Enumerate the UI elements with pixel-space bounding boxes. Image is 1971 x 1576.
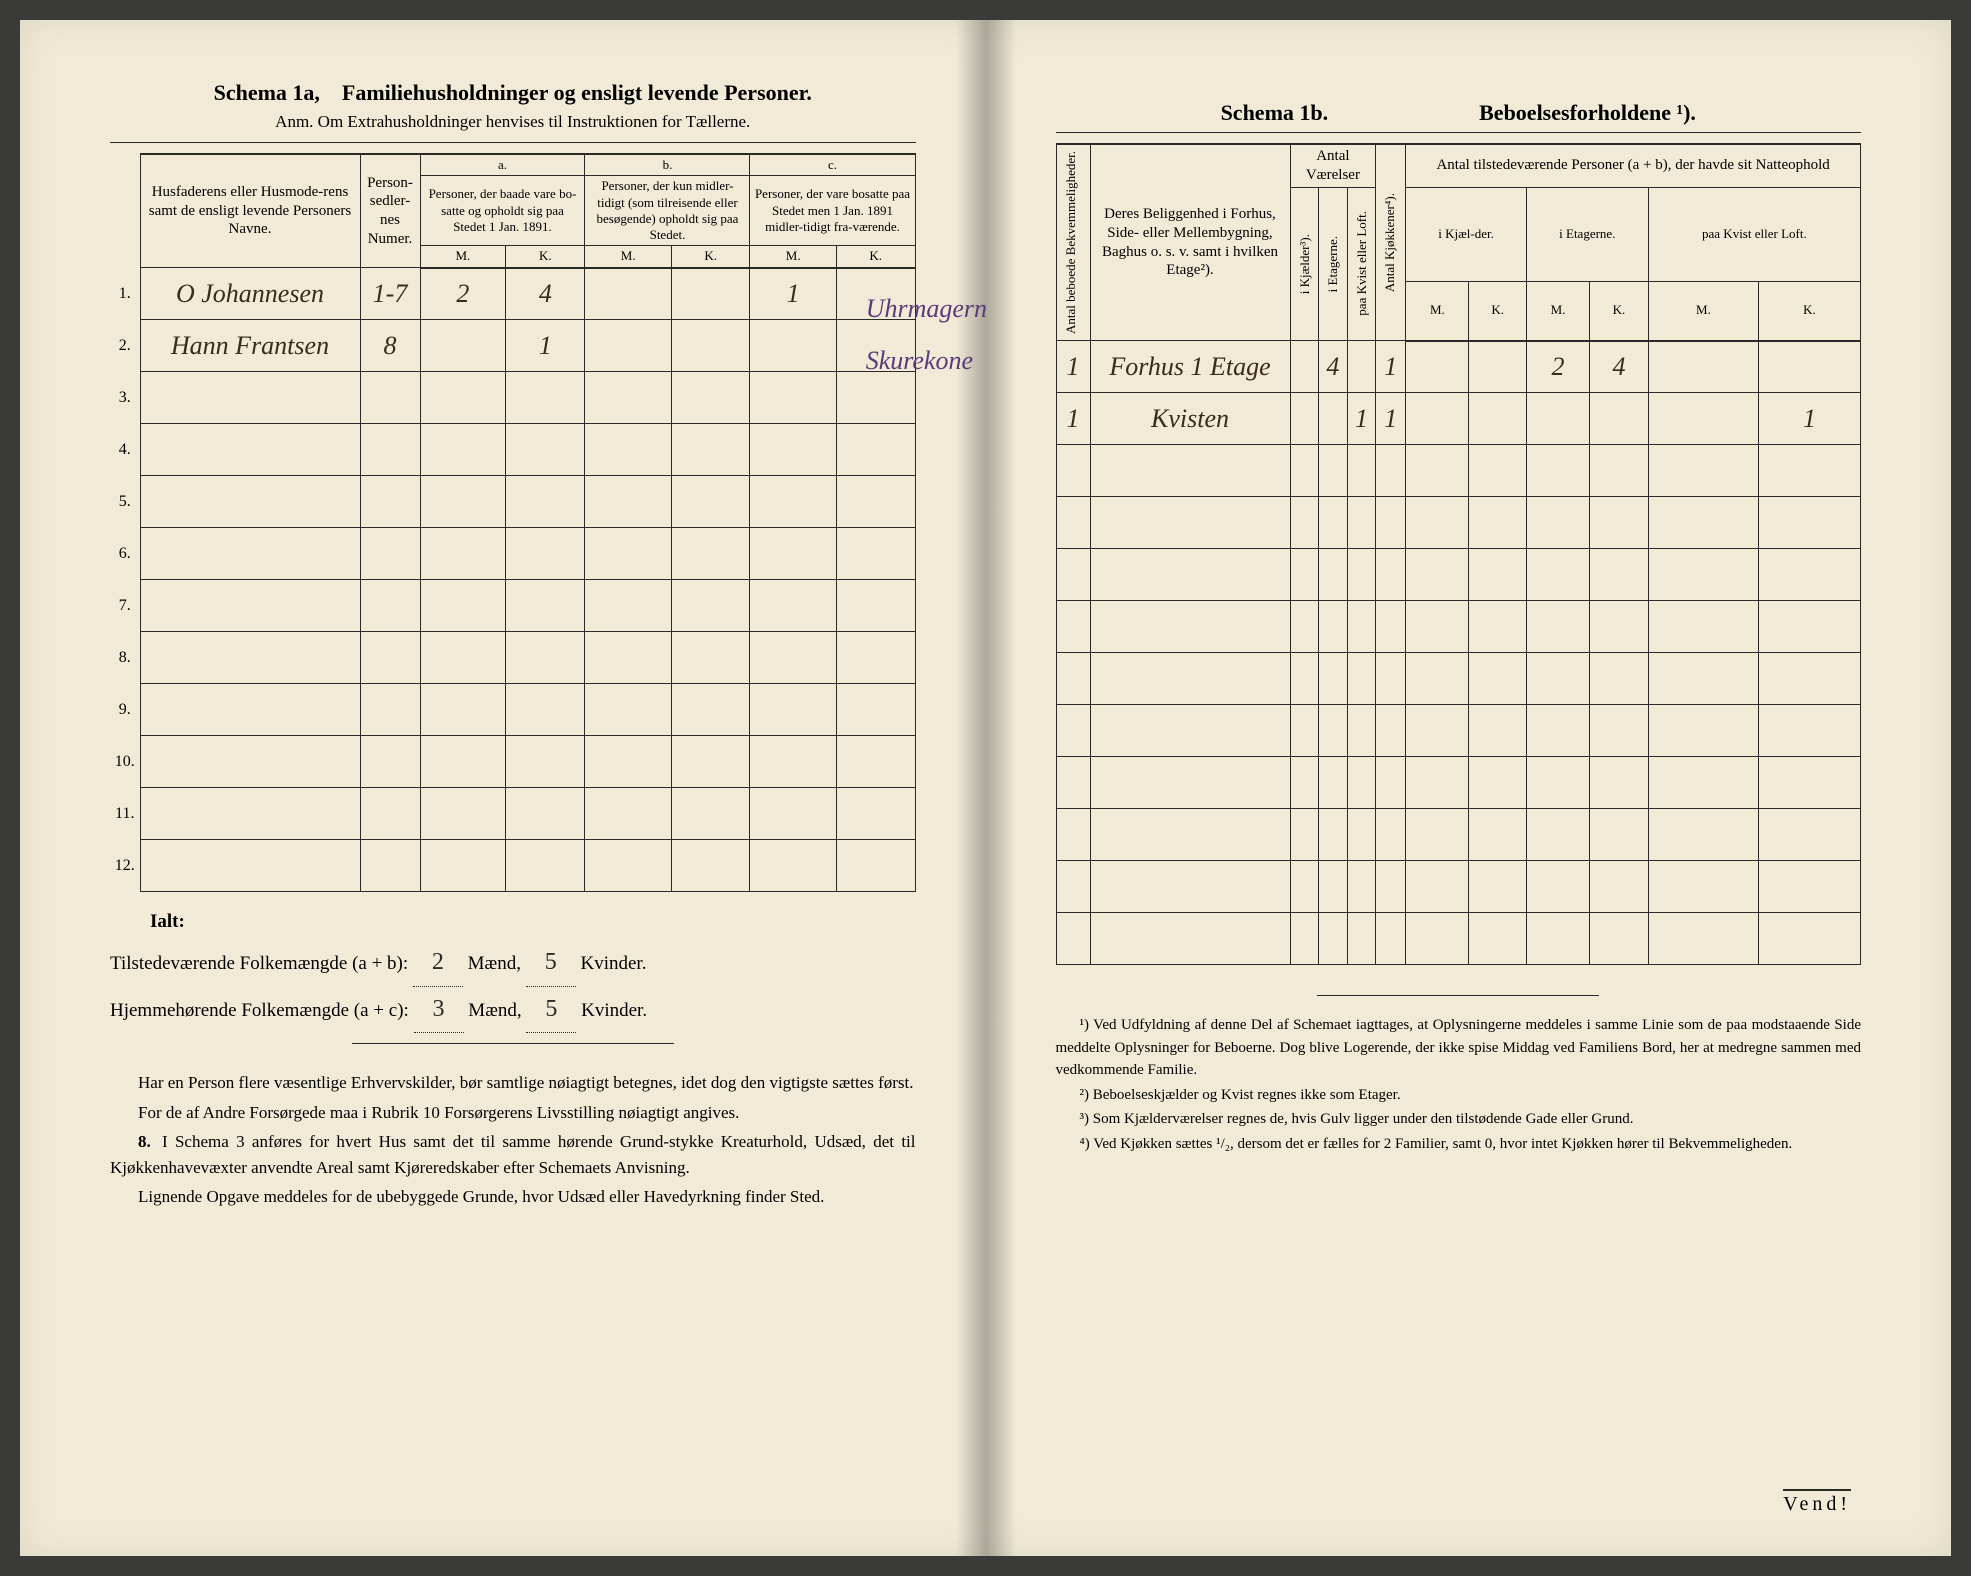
tot2-k: 5: [526, 987, 576, 1034]
footnotes: ¹) Ved Udfyldning af denne Del af Schema…: [1056, 995, 1862, 1155]
table-row: 4.: [110, 424, 915, 476]
fn1: ¹) Ved Udfyldning af denne Del af Schema…: [1056, 1014, 1862, 1082]
fn4: ⁴) Ved Kjøkken sættes ¹/₂, dersom det er…: [1056, 1133, 1862, 1156]
table-row: 1 Kvisten 1 1 1: [1056, 393, 1861, 445]
right-title: Schema 1b. Beboelsesforholdene ¹).: [1056, 100, 1862, 126]
fn2: ²) Beboelseskjælder og Kvist regnes ikke…: [1056, 1084, 1862, 1107]
divider: [110, 142, 916, 143]
table-row: 2. Hann Frantsen 8 1 Skurekone: [110, 320, 915, 372]
table-row: 12.: [110, 840, 915, 892]
right-title-text: Beboelsesforholdene ¹).: [1479, 100, 1696, 125]
table-row: [1056, 549, 1861, 601]
table-row: 3.: [110, 372, 915, 424]
table-row: 11.: [110, 788, 915, 840]
col-a-text: Personer, der baade vare bo-satte og oph…: [420, 176, 585, 246]
table-row: 10.: [110, 736, 915, 788]
book-spread: Schema 1a, Familiehusholdninger og ensli…: [20, 20, 1951, 1556]
table-row: 1. O Johannesen 1-7 2 4 1 Uhrmagern: [110, 268, 915, 320]
col-vaerelser: Antal Værelser: [1290, 144, 1376, 187]
totals-block: Ialt: Tilstedeværende Folkemængde (a + b…: [110, 904, 916, 1033]
table-row: 1 Forhus 1 Etage 4 1 2 4: [1056, 341, 1861, 393]
tot1-k: 5: [526, 940, 576, 987]
table-row: [1056, 497, 1861, 549]
col-b-text: Personer, der kun midler-tidigt (som til…: [585, 176, 750, 246]
schema-1b-label: Schema 1b.: [1221, 100, 1329, 125]
table-row: 9.: [110, 684, 915, 736]
left-bodytext: Har en Person flere væsentlige Erhvervsk…: [110, 1070, 916, 1210]
table-row: 6.: [110, 528, 915, 580]
table-row: [1056, 913, 1861, 965]
para3: 8.I Schema 3 anføres for hvert Hus samt …: [110, 1129, 916, 1180]
divider: [1056, 132, 1862, 133]
para2: For de af Andre Forsørgede maa i Rubrik …: [110, 1100, 916, 1126]
table-row: 5.: [110, 476, 915, 528]
para1: Har en Person flere væsentlige Erhvervsk…: [110, 1070, 916, 1096]
col-belig: Deres Beliggenhed i Forhus, Side- eller …: [1090, 144, 1290, 341]
tot1-label: Tilstedeværende Folkemængde (a + b):: [110, 946, 408, 982]
left-title-text: Familiehusholdninger og ensligt levende …: [342, 80, 812, 105]
table-row: [1056, 861, 1861, 913]
tot2-m: 3: [414, 987, 464, 1034]
left-page: Schema 1a, Familiehusholdninger og ensli…: [20, 20, 986, 1556]
right-table: Antal beboede Bekvemmeligheder. Deres Be…: [1056, 143, 1862, 965]
tot2-label: Hjemmehørende Folkemængde (a + c):: [110, 993, 409, 1029]
ialt-label: Ialt:: [150, 911, 185, 932]
left-table: Husfaderens eller Husmode-rens samt de e…: [110, 153, 916, 892]
table-row: [1056, 445, 1861, 497]
right-page: Schema 1b. Beboelsesforholdene ¹). Antal…: [986, 20, 1952, 1556]
table-row: [1056, 601, 1861, 653]
vend-label: Vend!: [1783, 1489, 1851, 1516]
schema-1a-label: Schema 1a,: [214, 80, 320, 105]
divider-short: [1317, 995, 1599, 996]
left-title: Schema 1a, Familiehusholdninger og ensli…: [110, 80, 916, 106]
table-row: 8.: [110, 632, 915, 684]
col-numer: Person-sedler-nes Numer.: [360, 154, 420, 268]
table-row: [1056, 653, 1861, 705]
fn3: ³) Som Kjælderværelser regnes de, hvis G…: [1056, 1108, 1862, 1131]
table-row: [1056, 757, 1861, 809]
table-row: [1056, 705, 1861, 757]
table-row: 7.: [110, 580, 915, 632]
col-c-text: Personer, der vare bosatte paa Stedet me…: [750, 176, 915, 246]
col-bekv: Antal beboede Bekvemmeligheder.: [1061, 147, 1081, 338]
tot1-m: 2: [413, 940, 463, 987]
col-c-label: c.: [750, 154, 915, 176]
para4: Lignende Opgave meddeles for de ubebygge…: [110, 1184, 916, 1210]
col-name: Husfaderens eller Husmode-rens samt de e…: [140, 154, 360, 268]
col-kjokken: Antal Kjøkkener⁴).: [1380, 189, 1400, 296]
left-anm: Anm. Om Extrahusholdninger henvises til …: [110, 112, 916, 132]
col-a-label: a.: [420, 154, 585, 176]
divider-short: [352, 1043, 674, 1044]
col-b-label: b.: [585, 154, 750, 176]
table-row: [1056, 809, 1861, 861]
col-personer: Antal tilstedeværende Personer (a + b), …: [1406, 144, 1861, 187]
